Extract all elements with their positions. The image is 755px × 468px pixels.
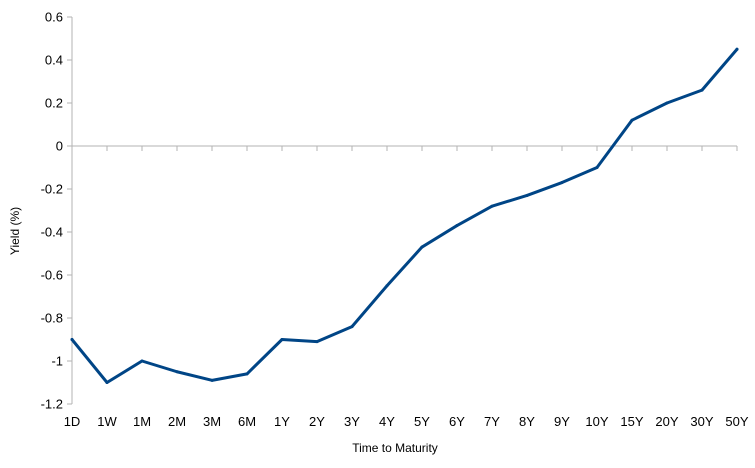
- x-tick-label: 2M: [168, 414, 186, 429]
- data-point: [280, 338, 284, 341]
- series-line: [70, 47, 739, 384]
- data-point: [630, 118, 634, 122]
- x-tick-label: 3Y: [344, 414, 360, 429]
- x-tick-label: 6M: [238, 414, 256, 429]
- data-point: [595, 166, 599, 169]
- x-tick-label: 50Y: [725, 414, 748, 429]
- x-tick-label: 1W: [97, 414, 117, 429]
- data-point: [385, 284, 389, 288]
- x-tick-label: 15Y: [620, 414, 643, 429]
- y-tick-label: -1.2: [41, 397, 63, 412]
- data-point: [700, 88, 704, 92]
- x-tick-label: 4Y: [379, 414, 395, 429]
- y-tick-label: 0.4: [45, 53, 63, 68]
- y-axis: 0.6 0.4 0.2 0 -0.2 -0.4 -0.6 -0.8 -1 -1.2: [41, 10, 73, 412]
- data-point: [315, 340, 319, 344]
- y-tick-label: 0.2: [45, 96, 63, 111]
- y-tick-label: -0.8: [41, 311, 63, 326]
- y-tick-label: 0.6: [45, 10, 63, 25]
- x-tick-label: 2Y: [309, 414, 325, 429]
- x-tick-label: 1D: [64, 414, 81, 429]
- data-point: [560, 181, 564, 185]
- data-point: [735, 47, 739, 51]
- x-tick-label: 10Y: [585, 414, 608, 429]
- data-point: [245, 372, 249, 376]
- x-tick-label: 8Y: [519, 414, 535, 429]
- data-point: [70, 338, 74, 341]
- x-axis-title: Time to Maturity: [352, 441, 438, 455]
- x-tick-label: 3M: [203, 414, 221, 429]
- data-point: [490, 204, 494, 208]
- y-axis-title: Yield (%): [8, 207, 22, 255]
- x-tick-label: 9Y: [554, 414, 570, 429]
- y-tick-label: -0.2: [41, 182, 63, 197]
- data-point: [210, 378, 214, 382]
- x-axis: 1D 1W 1M 2M 3M 6M 1Y 2Y 3Y 4Y 5Y 6Y 7Y 8Y 9Y 10Y 15Y 20Y 3…: [64, 146, 749, 429]
- data-point: [420, 245, 424, 249]
- data-point: [525, 193, 529, 197]
- x-tick-label: 6Y: [449, 414, 465, 429]
- data-point: [665, 101, 669, 105]
- y-tick-label: 0: [56, 139, 63, 154]
- x-tick-label: 7Y: [484, 414, 500, 429]
- data-point: [455, 224, 459, 228]
- y-tick-label: -0.4: [41, 225, 63, 240]
- data-point: [350, 325, 354, 329]
- series-layer: [70, 47, 739, 384]
- data-point: [105, 381, 109, 384]
- x-tick-label: 1M: [133, 414, 151, 429]
- y-tick-label: -1: [51, 354, 63, 369]
- x-tick-label: 20Y: [655, 414, 678, 429]
- x-tick-label: 5Y: [414, 414, 430, 429]
- data-point: [175, 370, 179, 374]
- x-tick-label: 1Y: [274, 414, 290, 429]
- data-point: [140, 359, 144, 363]
- y-tick-label: -0.6: [41, 268, 63, 283]
- x-tick-label: 30Y: [690, 414, 713, 429]
